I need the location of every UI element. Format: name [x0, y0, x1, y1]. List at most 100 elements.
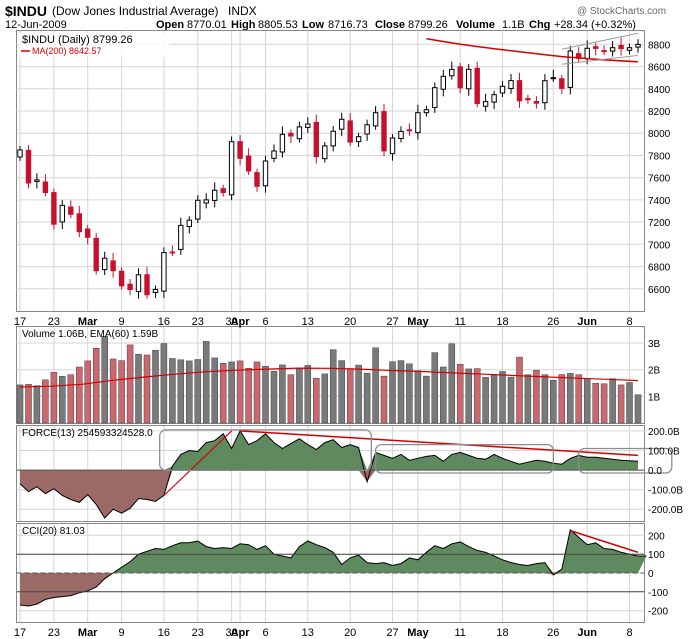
price-y-tick-label: 8200	[648, 107, 671, 118]
volume-bar	[465, 368, 472, 424]
volume-bar	[583, 378, 591, 424]
candle	[339, 118, 345, 130]
volume-bar	[482, 377, 489, 424]
candle	[254, 172, 260, 187]
volume-bar	[355, 364, 362, 424]
candle	[440, 75, 447, 90]
volume-ema-line	[19, 367, 639, 388]
volume-bar	[287, 374, 295, 424]
volume-bar	[575, 374, 582, 424]
volume-bar	[76, 366, 83, 424]
volume-bar	[16, 384, 24, 424]
exchange: INDX	[228, 4, 257, 18]
volume-bar	[253, 361, 261, 424]
candle	[305, 123, 311, 128]
force-box-2	[374, 443, 555, 474]
volume-bar	[211, 357, 218, 424]
candle	[533, 101, 540, 104]
volume-bar	[160, 343, 168, 424]
volume-bar	[118, 360, 125, 424]
price-y-tick-label: 6600	[648, 285, 671, 296]
high-value: 8805.53	[258, 19, 298, 31]
cci-y-tick-label: -200	[648, 607, 668, 618]
volume-bar	[617, 384, 625, 424]
candle	[593, 46, 599, 49]
volume-bar	[296, 368, 303, 424]
volume-bar	[245, 368, 252, 424]
x-tick-label: 6	[262, 316, 268, 328]
candle	[626, 47, 633, 51]
candle	[288, 132, 294, 137]
volume-bar	[194, 359, 202, 424]
force-support-line	[163, 430, 233, 496]
x-tick-label-bottom: 30	[225, 627, 237, 639]
force-y-tick-label: 100.0B	[648, 447, 680, 458]
volume-bar	[431, 352, 439, 424]
candle	[322, 145, 328, 160]
candle	[432, 87, 438, 109]
candle	[457, 66, 463, 89]
volume-bar	[626, 382, 633, 424]
price-y-tick-label: 8400	[648, 85, 671, 96]
candle	[127, 283, 133, 291]
candle	[406, 129, 413, 132]
wedge-lower-line	[561, 54, 639, 65]
x-tick-label-bottom: Apr	[231, 627, 251, 639]
volume-bar	[634, 394, 642, 424]
x-tick-label-bottom: 23	[192, 627, 204, 639]
price-y-tick-label: 7800	[648, 151, 671, 162]
volume-bar	[414, 370, 422, 424]
symbol: $INDU	[5, 3, 47, 19]
watermark: @ StockCharts.com	[577, 6, 666, 17]
candle	[355, 136, 362, 143]
x-tick-label: 20	[344, 316, 356, 328]
candle	[59, 204, 65, 223]
x-tick-label: 26	[547, 316, 559, 328]
volume-bar	[380, 375, 388, 424]
volume-bar	[67, 374, 75, 424]
volume-bar	[59, 376, 66, 424]
volume-bar	[109, 358, 117, 424]
price-legend: $INDU (Daily) 8799.26 MA(200) 8642.57	[19, 33, 169, 57]
x-tick-label-bottom: 17	[14, 627, 26, 639]
candle	[482, 101, 489, 107]
force-line	[19, 429, 639, 519]
candle	[169, 251, 176, 254]
x-tick-label-bottom: 18	[496, 627, 508, 639]
index-name: (Dow Jones Industrial Average)	[52, 4, 219, 18]
candle	[296, 126, 303, 140]
candle	[203, 199, 209, 204]
candle	[144, 274, 150, 296]
volume-bar	[397, 360, 405, 424]
candle	[25, 149, 32, 184]
high-label: High	[231, 19, 256, 31]
candle	[398, 130, 404, 139]
candle	[42, 181, 49, 193]
candle	[330, 130, 336, 147]
candle	[135, 274, 142, 293]
x-tick-label-bottom: May	[407, 627, 429, 639]
cci-negative-area	[20, 573, 647, 606]
x-tick-label: 17	[14, 316, 26, 328]
volume-bar	[279, 364, 286, 424]
volume-bar	[389, 361, 396, 424]
low-label: Low	[302, 19, 324, 31]
volume-bar	[186, 360, 193, 424]
volume-bar	[101, 336, 108, 424]
volume-bar	[228, 361, 235, 424]
x-tick-label-bottom: 23	[48, 627, 60, 639]
candle	[17, 149, 23, 158]
volume-bar	[448, 343, 456, 424]
volume-bar	[126, 344, 134, 424]
volume-bar	[92, 348, 100, 424]
candle	[68, 206, 74, 215]
force-series	[16, 429, 645, 519]
x-tick-label: May	[407, 316, 429, 328]
candle	[415, 112, 421, 134]
x-tick-label-bottom: Mar	[78, 627, 98, 639]
volume-value: 1.1B	[502, 19, 525, 31]
annotations	[159, 32, 673, 554]
volume-bar	[490, 374, 498, 424]
volume-bar	[541, 374, 549, 424]
volume-bar	[456, 364, 464, 424]
